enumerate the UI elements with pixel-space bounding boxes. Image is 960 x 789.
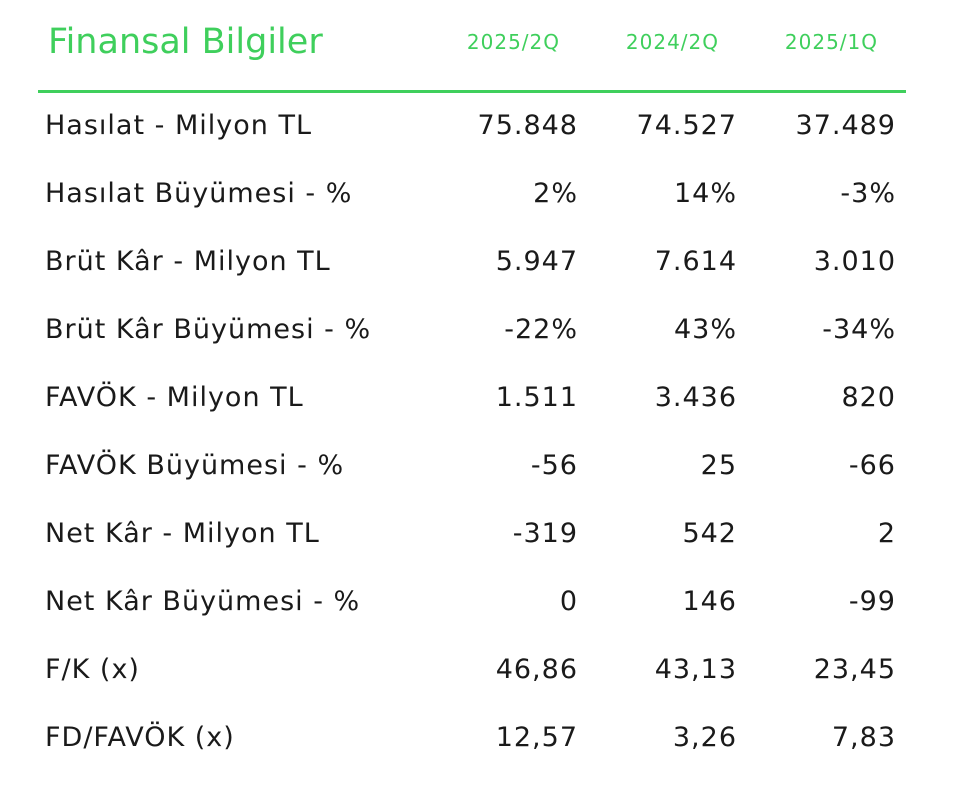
cell-value: -22% bbox=[504, 314, 578, 345]
cell-value: 2 bbox=[877, 518, 896, 549]
row-label: FAVÖK - Milyon TL bbox=[45, 382, 304, 413]
cell-value: 14% bbox=[673, 178, 737, 209]
cell-value: 37.489 bbox=[795, 110, 896, 141]
cell-value: -66 bbox=[848, 450, 896, 481]
row-label: Brüt Kâr - Milyon TL bbox=[45, 246, 331, 277]
cell-value: 1.511 bbox=[495, 382, 578, 413]
cell-value: 74.527 bbox=[636, 110, 737, 141]
cell-value: 5.947 bbox=[495, 246, 578, 277]
cell-value: -3% bbox=[840, 178, 896, 209]
cell-value: 0 bbox=[559, 586, 578, 617]
row-label: Hasılat Büyümesi - % bbox=[45, 178, 353, 209]
title: Finansal Bilgiler bbox=[48, 22, 323, 62]
cell-value: 820 bbox=[841, 382, 896, 413]
cell-value: 43% bbox=[673, 314, 737, 345]
cell-value: 43,13 bbox=[654, 654, 737, 685]
row-label: Brüt Kâr Büyümesi - % bbox=[45, 314, 372, 345]
cell-value: 542 bbox=[682, 518, 737, 549]
cell-value: 7,83 bbox=[831, 722, 896, 753]
row-label: FD/FAVÖK (x) bbox=[45, 722, 235, 753]
row-label: Net Kâr Büyümesi - % bbox=[45, 586, 361, 617]
cell-value: 3.010 bbox=[813, 246, 896, 277]
row-label: Net Kâr - Milyon TL bbox=[45, 518, 320, 549]
column-header: 2024/2Q bbox=[625, 30, 719, 54]
column-header: 2025/1Q bbox=[784, 30, 878, 54]
row-label: FAVÖK Büyümesi - % bbox=[45, 450, 345, 481]
cell-value: 146 bbox=[682, 586, 737, 617]
cell-value: 25 bbox=[700, 450, 737, 481]
cell-value: 75.848 bbox=[477, 110, 578, 141]
cell-value: 12,57 bbox=[495, 722, 578, 753]
cell-value: 23,45 bbox=[813, 654, 896, 685]
cell-value: -34% bbox=[822, 314, 896, 345]
column-header: 2025/2Q bbox=[466, 30, 560, 54]
cell-value: -56 bbox=[530, 450, 578, 481]
cell-value: 3,26 bbox=[672, 722, 737, 753]
cell-value: 2% bbox=[533, 178, 578, 209]
cell-value: 3.436 bbox=[654, 382, 737, 413]
cell-value: -99 bbox=[848, 586, 896, 617]
header-rule bbox=[38, 90, 906, 93]
cell-value: 7.614 bbox=[654, 246, 737, 277]
row-label: Hasılat - Milyon TL bbox=[45, 110, 312, 141]
row-label: F/K (x) bbox=[45, 654, 140, 685]
cell-value: -319 bbox=[512, 518, 578, 549]
cell-value: 46,86 bbox=[495, 654, 578, 685]
